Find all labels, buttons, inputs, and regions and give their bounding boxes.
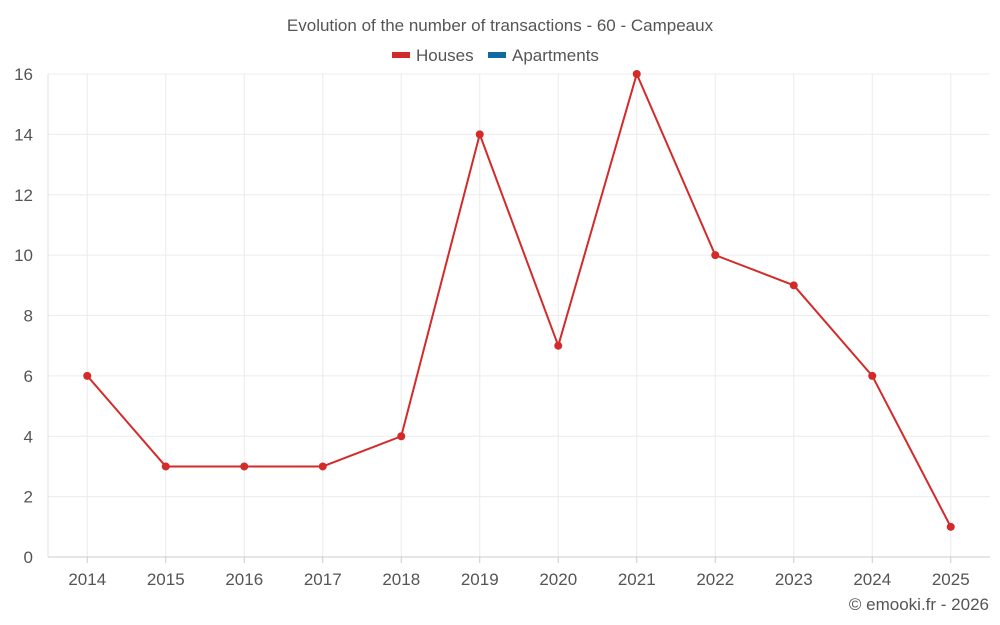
data-point-houses-2020[interactable] xyxy=(554,341,563,350)
data-point-houses-2016[interactable] xyxy=(240,462,249,471)
x-tick-label: 2016 xyxy=(225,570,263,589)
chart-title: Evolution of the number of transactions … xyxy=(287,16,714,35)
x-tick-label: 2020 xyxy=(539,570,577,589)
chart-series xyxy=(83,70,955,531)
y-tick-label: 2 xyxy=(24,488,33,507)
x-tick-label: 2018 xyxy=(382,570,420,589)
x-tick-label: 2019 xyxy=(461,570,499,589)
x-tick-label: 2023 xyxy=(775,570,813,589)
y-axis-ticks: 0 2 4 6 8 10 12 14 16 xyxy=(14,65,33,567)
y-tick-label: 0 xyxy=(24,548,33,567)
data-point-houses-2025[interactable] xyxy=(946,522,955,531)
y-tick-label: 4 xyxy=(24,427,33,446)
y-tick-label: 10 xyxy=(14,246,33,265)
data-point-houses-2015[interactable] xyxy=(161,462,170,471)
chart-grid xyxy=(48,73,990,557)
y-tick-label: 16 xyxy=(14,65,33,84)
data-point-houses-2023[interactable] xyxy=(789,281,798,290)
legend-apartments-label[interactable]: Apartments xyxy=(512,46,599,65)
y-tick-label: 8 xyxy=(24,307,33,326)
x-tick-label: 2014 xyxy=(68,570,106,589)
x-tick-label: 2024 xyxy=(853,570,891,589)
data-point-houses-2017[interactable] xyxy=(318,462,327,471)
chart-axes xyxy=(47,74,990,558)
data-point-houses-2021[interactable] xyxy=(632,70,641,78)
data-point-houses-2019[interactable] xyxy=(475,130,484,139)
legend-houses-swatch[interactable] xyxy=(392,52,410,58)
data-point-houses-2014[interactable] xyxy=(83,371,92,380)
x-axis-ticks: 2014 2015 2016 2017 2018 2019 2020 2021 2022 2023… xyxy=(68,557,970,589)
x-tick-label: 2015 xyxy=(147,570,185,589)
y-tick-label: 6 xyxy=(24,367,33,386)
x-tick-label: 2022 xyxy=(696,570,734,589)
y-tick-label: 12 xyxy=(14,186,33,205)
x-tick-label: 2021 xyxy=(618,570,656,589)
chart-credit: © emooki.fr - 2026 xyxy=(849,595,989,614)
data-point-houses-2024[interactable] xyxy=(868,371,877,380)
data-point-houses-2022[interactable] xyxy=(711,251,720,260)
x-tick-label: 2017 xyxy=(304,570,342,589)
series-line-houses xyxy=(86,73,952,528)
data-point-houses-2018[interactable] xyxy=(397,432,406,441)
legend-apartments-swatch[interactable] xyxy=(488,52,506,58)
y-tick-label: 14 xyxy=(14,125,33,144)
chart-legend[interactable]: Houses Apartments xyxy=(392,46,599,65)
x-tick-label: 2025 xyxy=(932,570,970,589)
legend-houses-label[interactable]: Houses xyxy=(416,46,474,65)
